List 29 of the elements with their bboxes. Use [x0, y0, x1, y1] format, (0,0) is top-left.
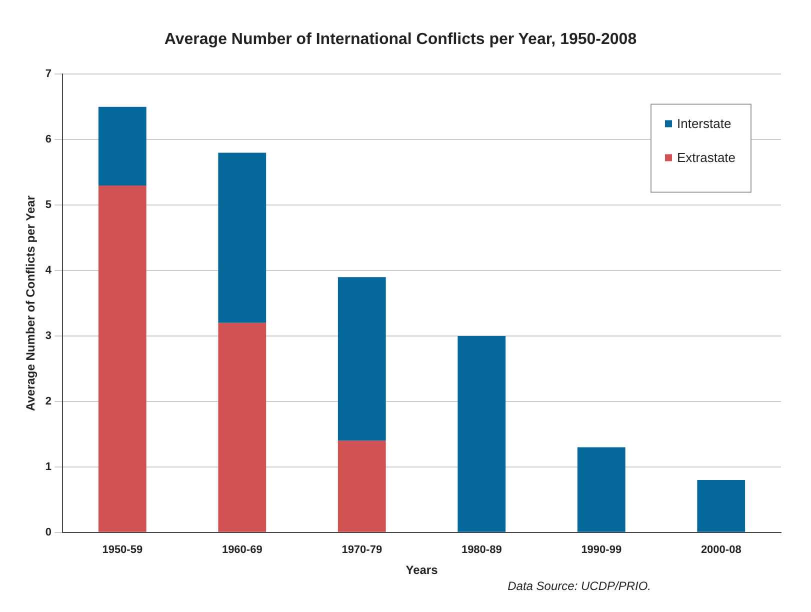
x-tick-label: 1990-99	[581, 544, 622, 556]
bar	[98, 106, 146, 186]
y-tick-label: 3	[45, 330, 52, 342]
bar	[697, 480, 746, 532]
y-tick-label: 6	[45, 134, 52, 146]
bar	[458, 336, 506, 532]
y-axis-title: Average Number of Conflicts per Year	[24, 195, 38, 412]
x-tick-label: 1960-69	[222, 544, 262, 556]
x-tick-label: 2000-08	[700, 544, 742, 556]
bar	[218, 322, 266, 532]
y-tick-label: 0	[45, 526, 52, 538]
x-tick-label: 1980-89	[461, 544, 502, 556]
x-tick-label: 1970-79	[342, 544, 382, 556]
bar	[218, 152, 266, 323]
y-tick-label: 7	[45, 68, 52, 80]
legend-label: Extrastate	[677, 150, 736, 165]
bar	[338, 277, 386, 441]
x-axis-title: Years	[406, 563, 438, 578]
legend-label: Interstate	[677, 116, 732, 131]
y-tick-label: 1	[45, 460, 52, 473]
bar	[338, 440, 386, 532]
bar	[98, 185, 146, 532]
x-tick-label: 1950-59	[102, 544, 143, 556]
y-tick-label: 2	[45, 396, 52, 408]
source-note: Data Source: UCDP/PRIO.	[508, 579, 651, 593]
chart-title: Average Number of International Conflicts per Year, 1950-2008	[164, 31, 637, 48]
y-tick-label: 4	[45, 264, 52, 277]
bar	[577, 447, 626, 532]
y-tick-label: 5	[45, 199, 52, 212]
